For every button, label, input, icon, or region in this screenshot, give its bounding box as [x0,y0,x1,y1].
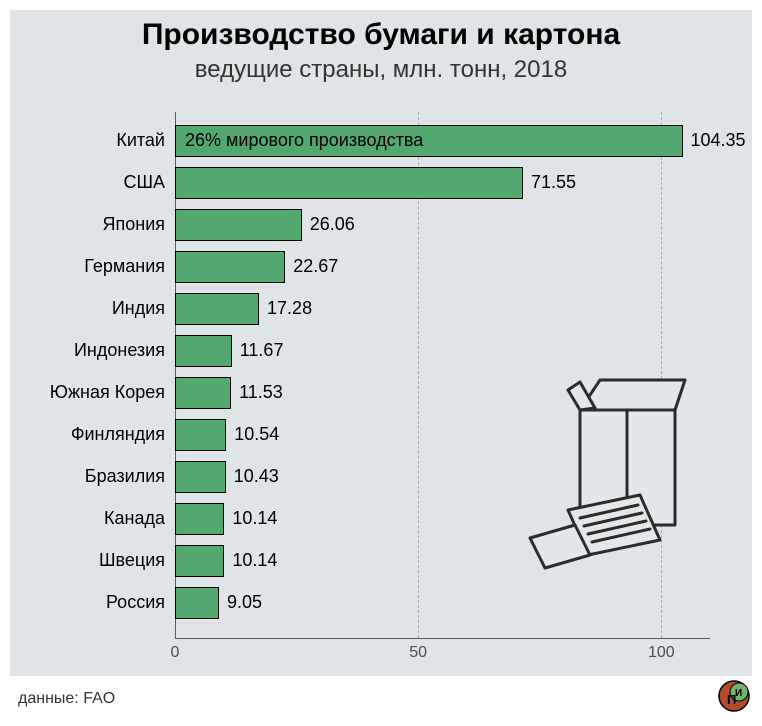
value-label: 26.06 [310,214,355,235]
value-label: 10.54 [234,424,279,445]
svg-text:И: И [735,688,742,699]
category-label: Индонезия [74,340,175,361]
category-label: Индия [112,298,175,319]
bar [175,251,285,284]
bar-row: Япония26.06 [175,204,710,246]
value-label: 17.28 [267,298,312,319]
paper-box-icon [520,370,710,570]
chart-subtitle: ведущие страны, млн. тонн, 2018 [0,56,762,84]
value-label: 11.53 [239,382,283,403]
bar [175,545,224,578]
category-label: США [123,172,175,193]
category-label: Япония [103,214,176,235]
bar-annotation: 26% мирового производства [185,130,423,151]
bar-row: Германия22.67 [175,246,710,288]
value-label: 10.14 [232,508,277,529]
data-source: данные: FAO [18,690,115,708]
bar-row: США71.55 [175,162,710,204]
x-tick-label: 0 [171,638,180,662]
category-label: Южная Корея [50,382,175,403]
bar [175,587,219,620]
category-label: Финляндия [71,424,175,445]
value-label: 9.05 [227,592,262,613]
bar [175,419,226,452]
value-label: 11.67 [240,340,284,361]
bar [175,209,302,242]
chart-title: Производство бумаги и картона [0,18,762,52]
value-label: 10.14 [232,550,277,571]
bar-row: Индия17.28 [175,288,710,330]
bar-row: Россия9.05 [175,582,710,624]
source-logo: П И [718,680,750,712]
bar [175,503,224,536]
value-label: 10.43 [234,466,279,487]
category-label: Канада [104,508,175,529]
bar [175,293,259,326]
bar [175,167,523,200]
bar-row: Индонезия11.67 [175,330,710,372]
x-tick-label: 100 [648,638,675,662]
value-label: 71.55 [531,172,576,193]
category-label: Германия [84,256,175,277]
category-label: Швеция [99,550,175,571]
category-label: Китай [116,130,175,151]
value-label: 22.67 [293,256,338,277]
bar-row: Китай104.3526% мирового производства [175,120,710,162]
bar [175,461,226,494]
value-label: 104.35 [691,130,746,151]
category-label: Бразилия [85,466,175,487]
bar [175,377,231,410]
category-label: Россия [106,592,175,613]
bar [175,335,232,368]
x-tick-label: 50 [409,638,427,662]
